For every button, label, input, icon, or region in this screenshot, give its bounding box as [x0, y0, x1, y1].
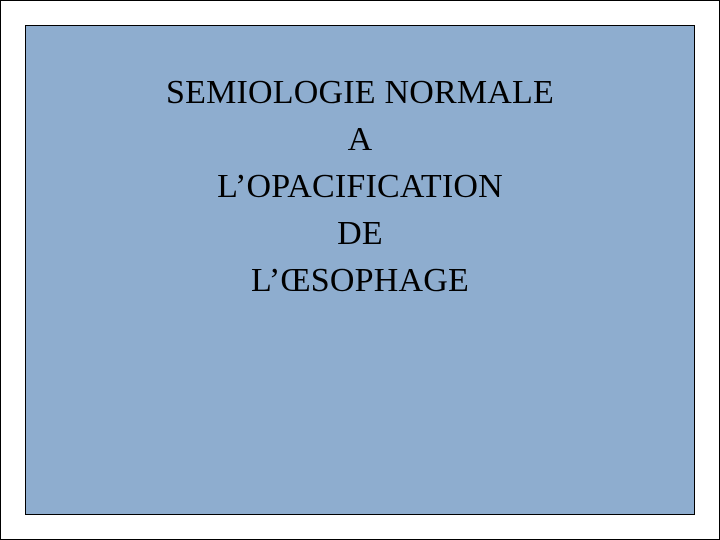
slide: SEMIOLOGIE NORMALE A L’OPACIFICATION DE …: [0, 0, 720, 540]
content-box: SEMIOLOGIE NORMALE A L’OPACIFICATION DE …: [25, 25, 695, 515]
title-line-1: SEMIOLOGIE NORMALE: [26, 70, 694, 117]
title-line-3: L’OPACIFICATION: [26, 164, 694, 211]
title-line-4: DE: [26, 211, 694, 258]
title-line-5: L’ŒSOPHAGE: [26, 258, 694, 305]
title-line-2: A: [26, 117, 694, 164]
